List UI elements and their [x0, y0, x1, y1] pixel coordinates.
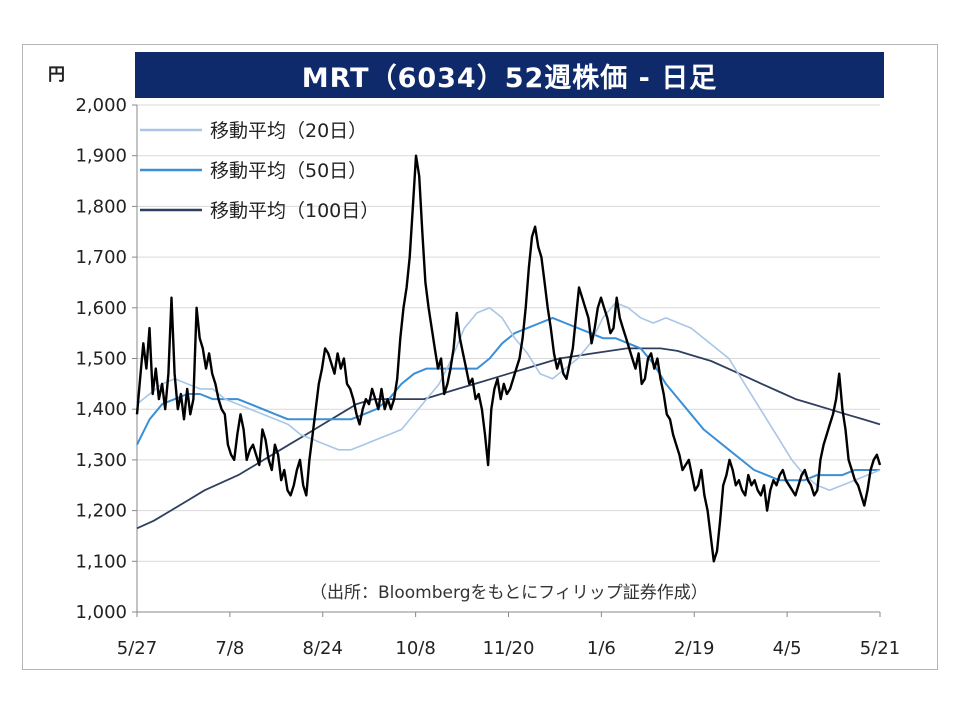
y-tick-label: 1,000: [75, 602, 127, 623]
x-axis: 5/27 7/8 8/24 10/8 11/20 1/6 2/19 4/5 5/21: [117, 611, 900, 659]
y-tick-label: 1,700: [75, 247, 127, 268]
y-tick-label: 1,300: [75, 450, 127, 471]
y-tick-label: 1,400: [75, 399, 127, 420]
series-group: [135, 154, 882, 563]
x-tick-label: 1/6: [587, 638, 616, 659]
y-tick-label: 1,800: [75, 196, 127, 217]
y-axis: 1,000 1,100 1,200 1,300 1,400 1,500 1,600 1,700…: [75, 95, 138, 623]
legend-label: 移動平均（20日）: [210, 120, 367, 142]
chart-title: MRT（6034）52週株価 - 日足: [135, 52, 884, 98]
x-tick-label: 11/20: [483, 638, 535, 659]
ma50-line: [136, 316, 880, 482]
ma100-line: [136, 347, 881, 530]
y-tick-label: 1,100: [75, 551, 127, 572]
y-tick-label: 1,600: [75, 298, 127, 319]
x-tick-label: 2/19: [674, 638, 714, 659]
y-tick-label: 1,200: [75, 501, 127, 522]
ma20-line: [136, 301, 881, 492]
y-tick-label: 1,500: [75, 349, 127, 370]
x-tick-label: 4/5: [773, 638, 802, 659]
x-tick-label: 8/24: [303, 638, 343, 659]
legend-label: 移動平均（100日）: [210, 200, 379, 222]
price-line: [135, 154, 882, 563]
x-tick-label: 5/21: [860, 638, 900, 659]
y-tick-label: 1,900: [75, 146, 127, 167]
y-axis-unit-label: 円: [48, 65, 65, 85]
legend: 移動平均（20日） 移動平均（50日） 移動平均（100日）: [140, 120, 379, 222]
source-note: （出所：Bloombergをもとにフィリップ証券作成）: [310, 583, 708, 603]
x-tick-label: 5/27: [117, 638, 157, 659]
legend-label: 移動平均（50日）: [210, 160, 367, 182]
x-tick-label: 7/8: [215, 638, 244, 659]
y-tick-label: 2,000: [75, 95, 127, 116]
x-tick-label: 10/8: [395, 638, 435, 659]
